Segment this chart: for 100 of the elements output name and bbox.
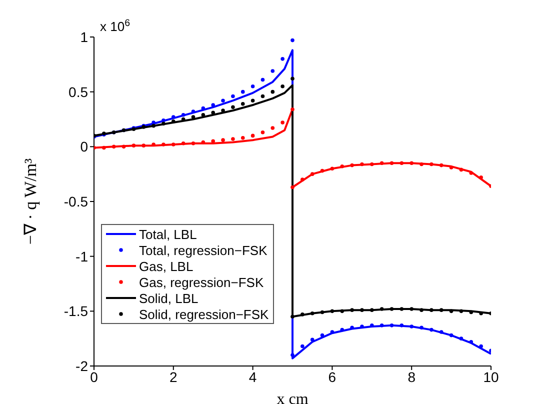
point [300,344,304,348]
x-tick-label: 0 [90,368,98,385]
x-tick-label: 8 [408,368,416,385]
point [191,141,196,146]
point [221,98,225,103]
point [439,330,444,334]
point [390,161,394,166]
point [142,144,146,148]
point [320,168,324,173]
point [280,57,284,61]
point [221,138,225,142]
point [260,94,265,98]
point [112,144,116,149]
text: x 10$^{6}$ [100,18,130,34]
y-tick-label: 0 [80,138,88,155]
point [181,112,186,117]
point [172,120,176,124]
point [231,105,235,110]
point [439,308,444,312]
point [330,166,334,170]
point [420,308,424,312]
point [449,309,454,314]
point [400,307,404,311]
point [152,124,156,128]
point [201,140,206,144]
x-axis-title: x cm [276,391,309,404]
legend-label: Total, regression−FSK [139,242,268,258]
point [181,141,186,146]
point [380,324,384,328]
y-tick-label: -1.5 [64,303,88,320]
point [290,314,294,319]
point [240,136,245,140]
point [400,324,404,328]
x-tick-label: 6 [328,368,336,385]
point [439,163,444,168]
point [191,110,196,114]
point [449,166,454,170]
legend-label: Total, LBL [139,226,197,242]
y-tick-label: -1 [76,248,88,264]
point [370,162,374,166]
point [310,311,314,316]
point [410,307,414,311]
y-tick-label: 1 [80,28,88,45]
point [201,112,206,117]
point [479,175,483,180]
point [102,146,106,150]
point [270,69,275,73]
point [162,142,166,146]
y-tick-label: -0.5 [64,193,88,210]
point [330,330,334,334]
point [390,307,394,311]
point [250,98,255,103]
point [360,308,364,312]
point [280,84,284,88]
point [430,328,434,332]
point [162,122,166,126]
y-tick-label: 0.5 [68,84,88,100]
legend-label: Gas, LBL [139,258,194,274]
point [250,84,255,88]
point [449,333,454,338]
point [221,108,225,112]
point [459,168,464,172]
point [340,328,344,332]
point [290,76,294,81]
point [290,353,294,357]
point [172,115,176,119]
point [172,142,176,146]
point [380,161,384,166]
point [122,144,126,149]
point [459,336,464,340]
point [162,118,166,122]
point [300,178,304,182]
point [280,120,284,124]
x-tick-label: 10 [483,368,499,385]
point [300,312,304,316]
point [390,324,394,328]
point [360,162,364,166]
point [350,308,354,312]
y-tick-label: -2 [76,358,88,374]
point [479,344,483,348]
point [340,164,344,168]
point [469,171,474,175]
point [400,161,404,166]
point [350,163,354,168]
point [370,308,374,312]
point [290,185,294,190]
point [410,324,414,328]
point [260,78,265,82]
point [211,103,215,107]
point [231,94,235,98]
point [250,134,255,138]
point [240,102,245,106]
point [410,161,414,166]
point [310,338,314,342]
point [469,340,474,344]
point [340,309,344,314]
y-axis-title: −∇ · q W/m³ [21,158,40,245]
point [330,309,334,314]
point [260,130,265,134]
point [231,137,235,141]
